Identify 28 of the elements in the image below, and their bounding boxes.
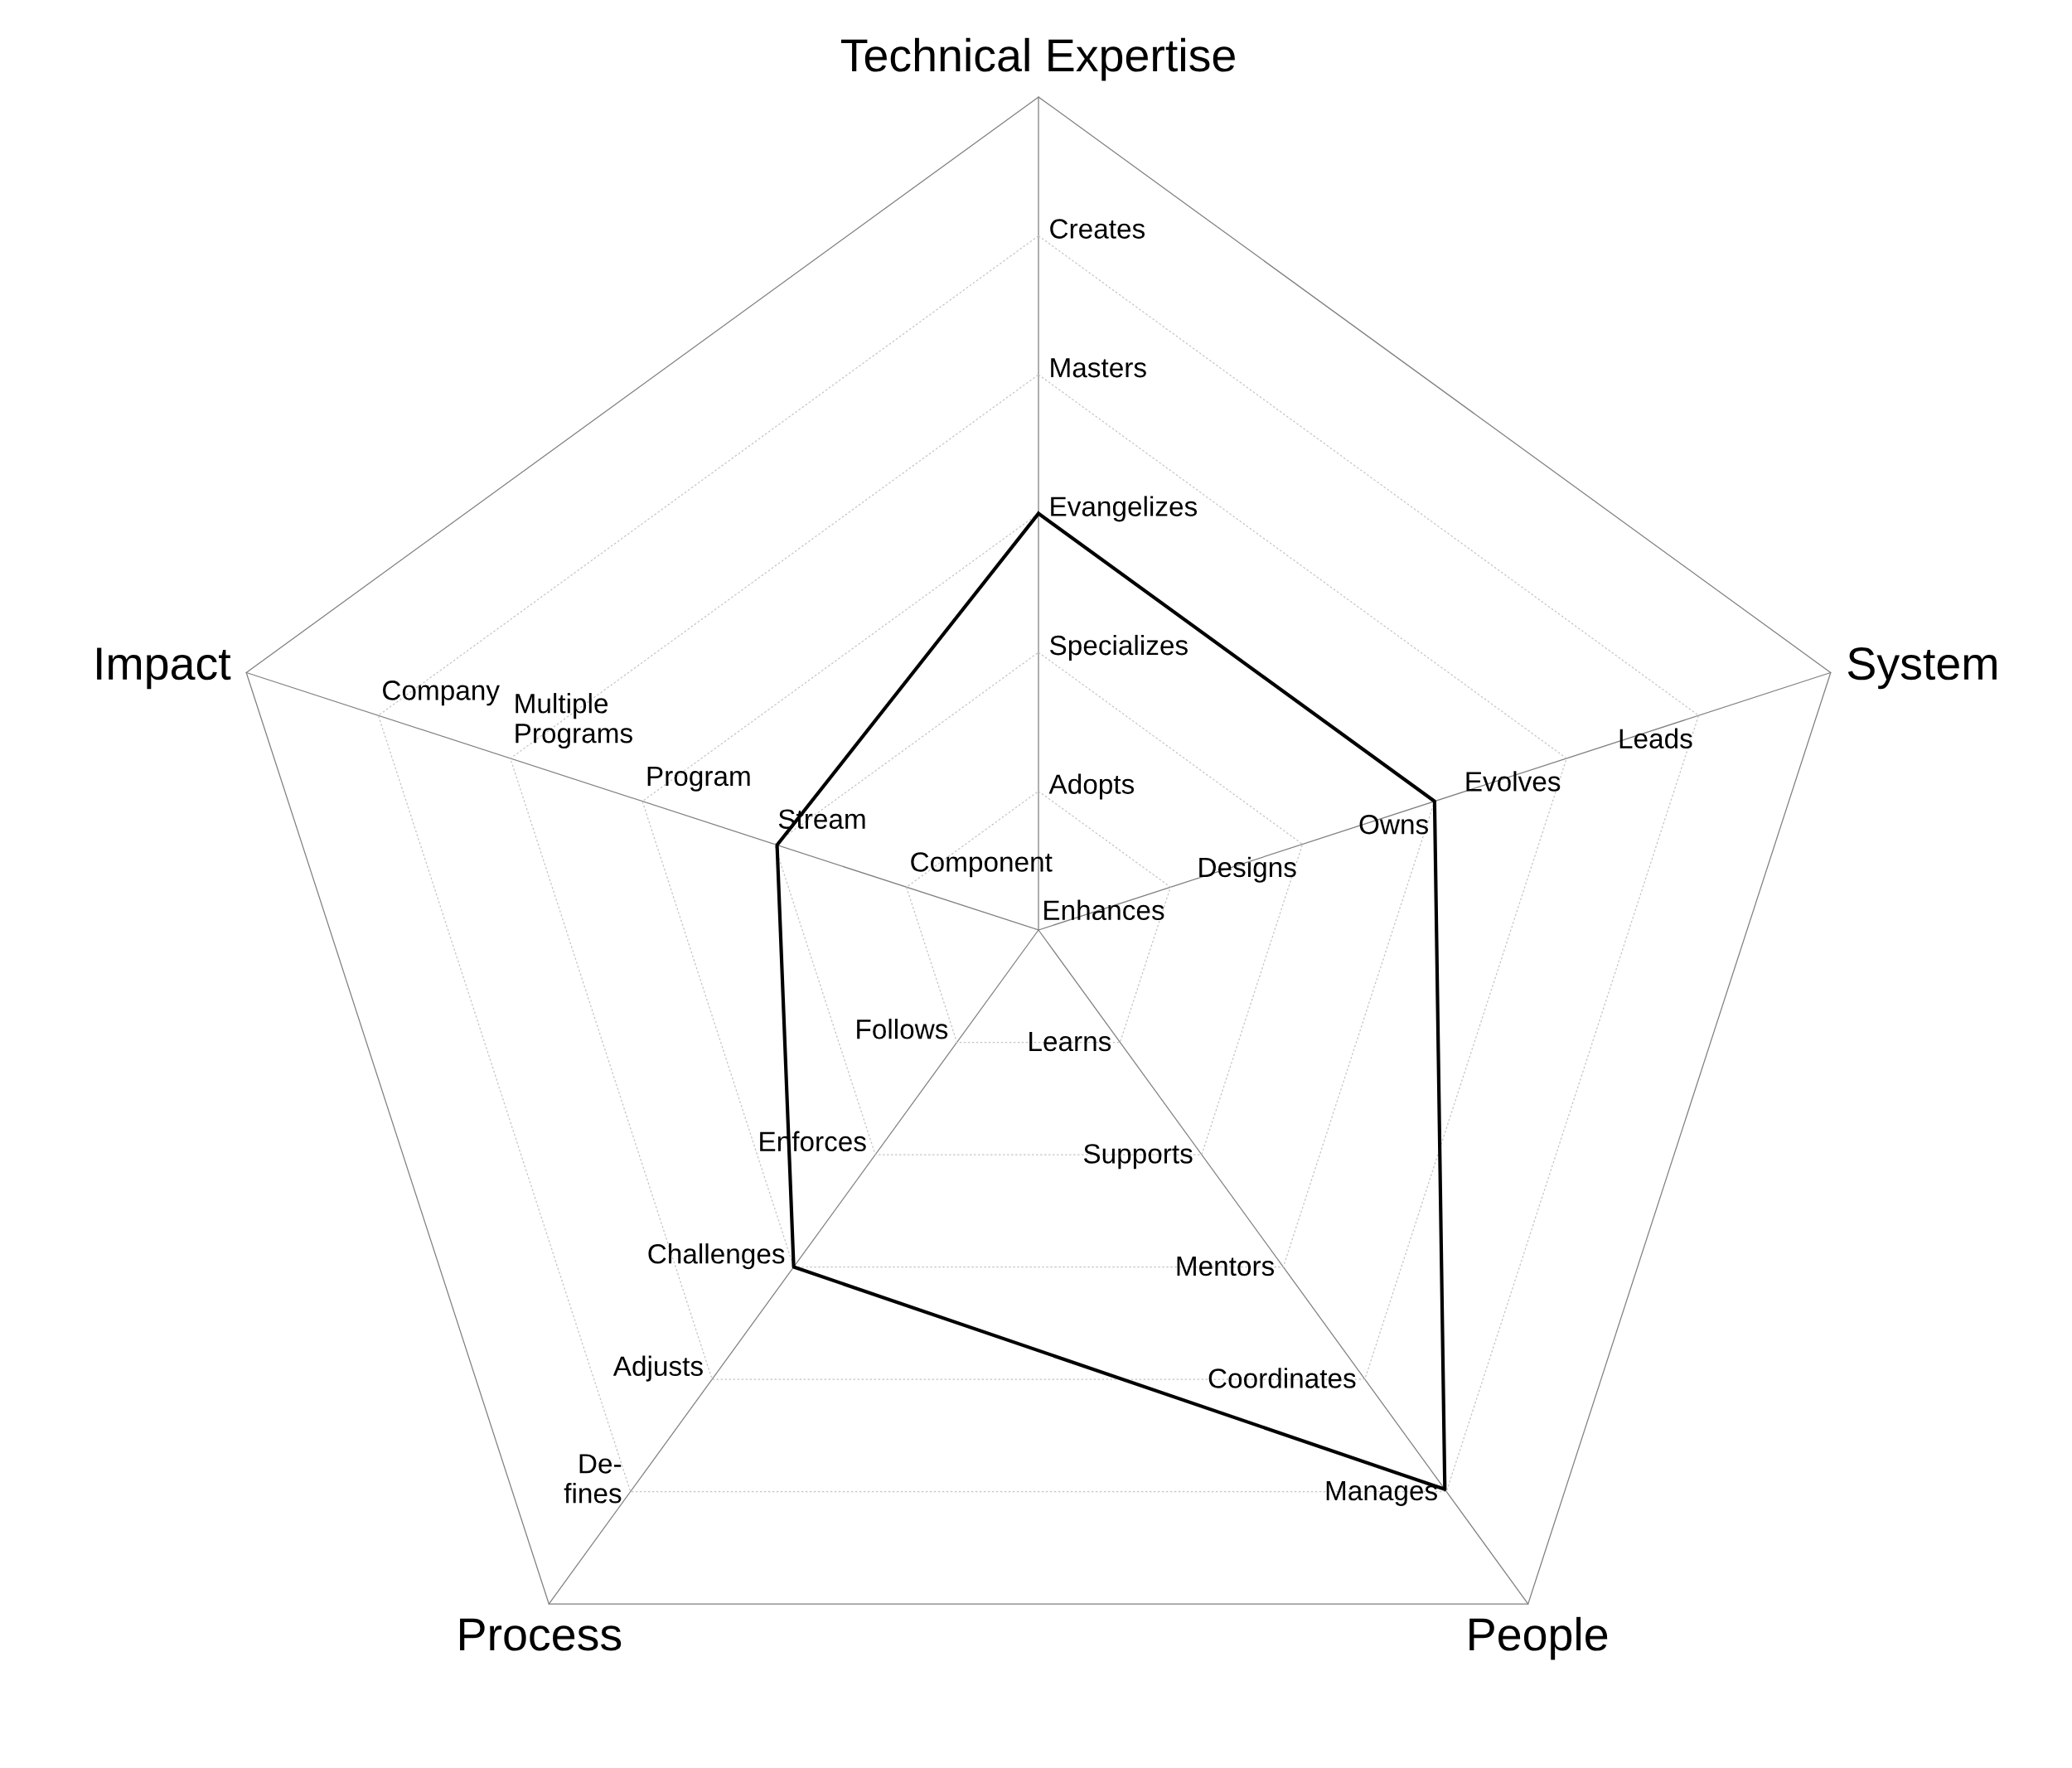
- text: Enhances: [1044, 899, 1164, 921]
- text: De- fines: [564, 1454, 622, 1504]
- text: Designs: [1199, 856, 1296, 883]
- text: Owns: [1359, 814, 1428, 835]
- text: Multiple Programs: [516, 693, 632, 749]
- text: Mentors: [1177, 1257, 1275, 1276]
- spoke-label: People: [1469, 1616, 1608, 1660]
- spoke-label: System: [1847, 647, 1997, 690]
- text: Learns: [1029, 1031, 1111, 1052]
- text: Evolves: [1466, 771, 1561, 792]
- text: Creates: [1050, 219, 1145, 239]
- text: Program: [647, 766, 750, 792]
- text: Leads: [1619, 728, 1692, 748]
- text: Coordinates: [1208, 1368, 1356, 1388]
- text: Manages: [1326, 1481, 1437, 1506]
- text: Evangelizes: [1051, 496, 1198, 522]
- spoke-label: Technical Expertise: [840, 37, 1235, 81]
- text: Masters: [1051, 358, 1146, 378]
- text: Adopts: [1048, 773, 1135, 800]
- text: Supports: [1083, 1144, 1193, 1170]
- text: Challenges: [648, 1243, 785, 1270]
- text: Component: [911, 852, 1053, 878]
- text: Company: [383, 681, 500, 706]
- text: Specializes: [1050, 634, 1188, 661]
- spoke-label: Impact: [97, 647, 231, 690]
- text: Adjusts: [612, 1355, 703, 1382]
- text: Follows: [857, 1019, 948, 1039]
- spoke-label: Process: [460, 1618, 622, 1651]
